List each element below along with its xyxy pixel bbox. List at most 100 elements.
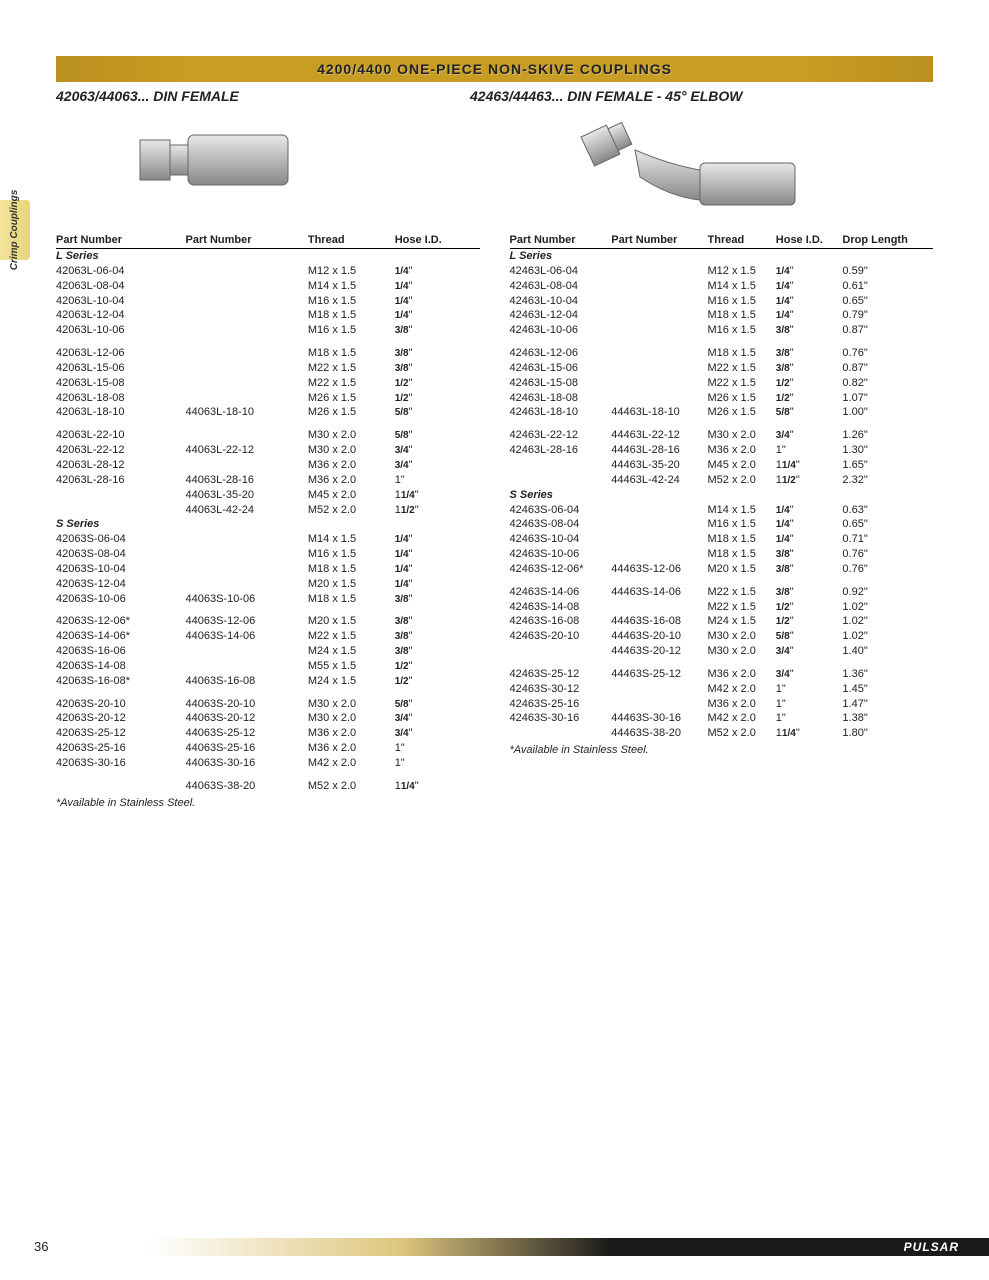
cell: 1.02" <box>842 629 933 644</box>
tables-wrap: Part NumberPart NumberThreadHose I.D.L S… <box>56 232 933 809</box>
footnote-left: *Available in Stainless Steel. <box>56 794 480 809</box>
table-row: 42063S-20-1044063S-20-10M30 x 2.05/8" <box>56 689 480 712</box>
cell: 44463S-12-06 <box>611 562 707 577</box>
cell: 42463L-22-12 <box>510 420 612 443</box>
cell: 42063L-22-12 <box>56 443 185 458</box>
cell: M42 x 2.0 <box>308 756 395 771</box>
cell: M26 x 1.5 <box>708 405 776 420</box>
cell: M18 x 1.5 <box>708 547 776 562</box>
table-row: 42063S-25-1644063S-25-16M36 x 2.01" <box>56 741 480 756</box>
cell <box>185 644 307 659</box>
cell: 44463L-18-10 <box>611 405 707 420</box>
table-row: 42463S-14-0644463S-14-06M22 x 1.53/8"0.9… <box>510 577 934 600</box>
cell: 42063S-12-04 <box>56 577 185 592</box>
cell: 1" <box>776 443 843 458</box>
series-label: S Series <box>510 488 934 503</box>
cell: M24 x 1.5 <box>708 614 776 629</box>
table-row: 42063S-10-04M18 x 1.51/4" <box>56 562 480 577</box>
cell: 1/2" <box>776 391 843 406</box>
cell <box>611 376 707 391</box>
table-row: 42063S-14-06*44063S-14-06M22 x 1.53/8" <box>56 629 480 644</box>
cell: 42463L-12-06 <box>510 338 612 361</box>
table-row: 42063L-18-08M26 x 1.51/2" <box>56 391 480 406</box>
product-image-straight <box>130 105 310 215</box>
cell <box>611 279 707 294</box>
cell <box>611 338 707 361</box>
cell: 1/4" <box>776 517 843 532</box>
table-row: 42063L-10-04M16 x 1.51/4" <box>56 294 480 309</box>
cell: 44463L-28-16 <box>611 443 707 458</box>
table-row: 42063S-06-04M14 x 1.51/4" <box>56 532 480 547</box>
cell: 44063S-25-16 <box>185 741 307 756</box>
cell: M14 x 1.5 <box>708 279 776 294</box>
table-row: 44463S-20-12M30 x 2.03/4"1.40" <box>510 644 934 659</box>
cell: 42463L-15-08 <box>510 376 612 391</box>
cell: 42063S-12-06* <box>56 606 185 629</box>
cell: M16 x 1.5 <box>308 547 395 562</box>
cell <box>510 473 612 488</box>
cell: M18 x 1.5 <box>308 562 395 577</box>
cell: 42063L-18-10 <box>56 405 185 420</box>
cell: M22 x 1.5 <box>708 361 776 376</box>
cell: M14 x 1.5 <box>308 532 395 547</box>
table-row: 42063L-15-08M22 x 1.51/2" <box>56 376 480 391</box>
cell: 42063S-25-12 <box>56 726 185 741</box>
cell: 0.65" <box>842 517 933 532</box>
cell: 1.36" <box>842 659 933 682</box>
cell <box>185 376 307 391</box>
cell: M22 x 1.5 <box>708 600 776 615</box>
cell: 1.40" <box>842 644 933 659</box>
cell: 1.65" <box>842 458 933 473</box>
cell: 1/4" <box>776 294 843 309</box>
table-row: 42063L-18-1044063L-18-10M26 x 1.55/8" <box>56 405 480 420</box>
cell: 42063L-18-08 <box>56 391 185 406</box>
table-row: 42463L-22-1244463L-22-12M30 x 2.03/4"1.2… <box>510 420 934 443</box>
cell <box>510 458 612 473</box>
cell: M45 x 2.0 <box>308 488 395 503</box>
cell <box>185 547 307 562</box>
cell: M52 x 2.0 <box>708 473 776 488</box>
cell: 3/8" <box>395 338 480 361</box>
cell: M24 x 1.5 <box>308 674 395 689</box>
cell: 42063S-16-08* <box>56 674 185 689</box>
cell: 42463L-28-16 <box>510 443 612 458</box>
cell: 44463S-20-10 <box>611 629 707 644</box>
cell: 44063S-14-06 <box>185 629 307 644</box>
cell: 1.30" <box>842 443 933 458</box>
cell <box>185 294 307 309</box>
cell: M22 x 1.5 <box>308 376 395 391</box>
cell: 44063L-22-12 <box>185 443 307 458</box>
table-row: 42063S-12-06*44063S-12-06M20 x 1.53/8" <box>56 606 480 629</box>
cell: M26 x 1.5 <box>708 391 776 406</box>
cell: 42063S-14-08 <box>56 659 185 674</box>
cell: 44063L-28-16 <box>185 473 307 488</box>
cell: M20 x 1.5 <box>308 606 395 629</box>
cell: 1/4" <box>776 503 843 518</box>
footer: 36 PULSAR <box>0 1238 989 1256</box>
cell: 42463L-15-06 <box>510 361 612 376</box>
subtitle-left: 42063/44063... DIN FEMALE <box>56 88 239 104</box>
right-table: Part NumberPart NumberThreadHose I.D.Dro… <box>510 232 934 809</box>
cell: 42463S-16-08 <box>510 614 612 629</box>
cell: 42063S-20-10 <box>56 689 185 712</box>
table-row: 42463L-12-04M18 x 1.51/4"0.79" <box>510 308 934 323</box>
cell: 44063S-20-10 <box>185 689 307 712</box>
cell: 44463S-25-12 <box>611 659 707 682</box>
cell: 1" <box>776 697 843 712</box>
cell: M52 x 2.0 <box>708 726 776 741</box>
cell <box>510 726 612 741</box>
table-row: 42063S-08-04M16 x 1.51/4" <box>56 547 480 562</box>
cell: 1.47" <box>842 697 933 712</box>
table-row: 44463S-38-20M52 x 2.011/4"1.80" <box>510 726 934 741</box>
table-row: 42063L-22-10M30 x 2.05/8" <box>56 420 480 443</box>
cell: 44463S-14-06 <box>611 577 707 600</box>
cell: 3/8" <box>776 547 843 562</box>
table-row: 42463L-08-04M14 x 1.51/4"0.61" <box>510 279 934 294</box>
cell: 42463S-06-04 <box>510 503 612 518</box>
cell <box>185 577 307 592</box>
cell: 44063L-42-24 <box>185 503 307 518</box>
cell: 5/8" <box>776 405 843 420</box>
cell: 1.00" <box>842 405 933 420</box>
cell <box>185 420 307 443</box>
cell: 1.80" <box>842 726 933 741</box>
